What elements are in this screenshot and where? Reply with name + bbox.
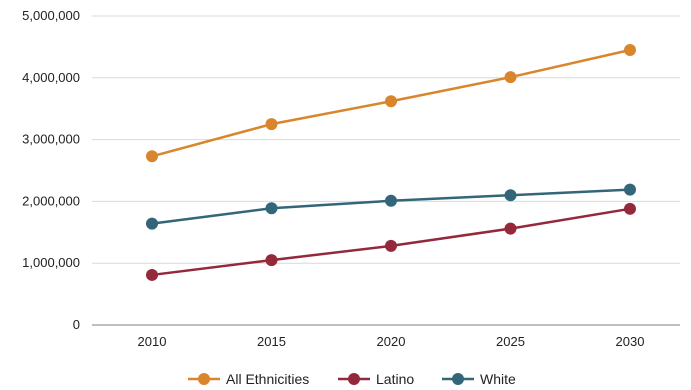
gridlines <box>92 15 680 264</box>
legend-marker <box>198 373 210 385</box>
data-point <box>265 254 278 267</box>
x-tick-label: 2020 <box>377 334 406 349</box>
data-point <box>624 183 636 196</box>
data-point <box>146 150 158 163</box>
x-axis: 2010 2015 2020 2025 2030 <box>92 324 680 349</box>
data-point <box>624 202 636 215</box>
legend-label: All Ethnicities <box>226 371 309 387</box>
series-all-ethnicities <box>146 43 636 163</box>
legend-item: All Ethnicities <box>188 371 309 387</box>
series-latino <box>146 202 636 281</box>
y-tick-label: 0 <box>73 317 80 332</box>
legend-item: Latino <box>338 371 414 387</box>
data-point <box>146 217 158 230</box>
legend: All Ethnicities Latino White <box>188 371 516 387</box>
series-group <box>146 43 636 281</box>
data-point <box>504 222 517 235</box>
legend-marker <box>348 373 360 385</box>
x-tick-label: 2025 <box>496 334 525 349</box>
data-point <box>385 95 397 108</box>
x-tick-label: 2010 <box>138 334 167 349</box>
data-point <box>385 194 397 207</box>
data-point <box>265 118 278 131</box>
y-tick-label: 2,000,000 <box>22 193 80 208</box>
data-point <box>146 268 158 281</box>
data-point <box>265 202 278 215</box>
legend-item: White <box>442 371 516 387</box>
legend-label: White <box>480 371 516 387</box>
x-tick-label: 2030 <box>616 334 645 349</box>
y-axis: 0 1,000,000 2,000,000 3,000,000 4,000,000 5,0… <box>22 8 80 332</box>
data-point <box>624 43 636 56</box>
y-tick-label: 1,000,000 <box>22 255 80 270</box>
y-tick-label: 4,000,000 <box>22 70 80 85</box>
data-point <box>504 71 517 84</box>
data-point <box>385 239 397 252</box>
y-tick-label: 5,000,000 <box>22 8 80 23</box>
data-point <box>504 189 517 202</box>
series-white <box>146 183 636 230</box>
legend-label: Latino <box>376 371 414 387</box>
legend-marker <box>452 373 464 385</box>
y-tick-label: 3,000,000 <box>22 132 80 147</box>
x-tick-label: 2015 <box>257 334 286 349</box>
